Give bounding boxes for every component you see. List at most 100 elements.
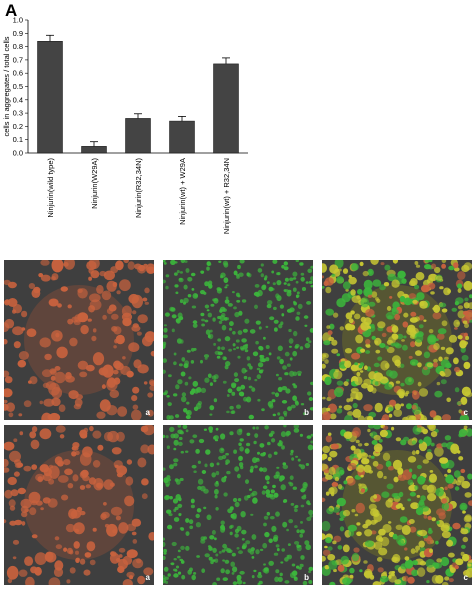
cell <box>252 426 256 430</box>
cell <box>271 525 277 532</box>
cell <box>275 471 280 477</box>
cell <box>177 571 182 575</box>
cell <box>170 260 176 265</box>
cell <box>211 530 216 535</box>
cell <box>409 526 417 533</box>
cell <box>449 566 456 573</box>
cell <box>460 468 466 474</box>
cell <box>150 350 154 357</box>
cell <box>326 325 331 329</box>
cell <box>418 388 429 397</box>
cell <box>463 361 471 370</box>
cell <box>109 482 115 487</box>
cell <box>4 399 8 404</box>
cell <box>264 475 270 481</box>
cell <box>336 408 343 414</box>
cell <box>287 289 292 293</box>
cell <box>455 558 464 566</box>
cell <box>216 355 221 359</box>
cell <box>168 513 173 517</box>
cell <box>259 369 264 374</box>
cell <box>394 403 401 410</box>
cell <box>89 559 96 566</box>
cell <box>391 325 399 333</box>
cell <box>173 568 177 572</box>
cell <box>232 581 238 585</box>
cell <box>388 574 392 579</box>
cell <box>304 540 310 546</box>
cell <box>285 388 291 394</box>
cell <box>23 465 32 472</box>
cell <box>13 471 20 477</box>
cell <box>249 549 255 555</box>
cell <box>273 534 279 540</box>
cell <box>179 477 184 482</box>
cell <box>422 459 429 464</box>
cell <box>206 514 212 521</box>
cell <box>252 497 258 504</box>
cell <box>89 293 101 303</box>
cell <box>143 567 154 576</box>
cell <box>440 346 446 350</box>
cell <box>444 435 452 441</box>
cell <box>230 524 234 528</box>
cell <box>329 581 336 585</box>
cell <box>238 272 244 277</box>
cell <box>360 348 366 353</box>
cell <box>296 529 300 534</box>
cell <box>307 444 313 451</box>
cell <box>368 301 376 307</box>
cell <box>360 488 366 493</box>
cell <box>441 581 449 585</box>
cell <box>67 483 74 489</box>
cell <box>382 524 392 533</box>
cell <box>92 352 105 366</box>
cell <box>225 462 228 465</box>
cell <box>74 528 80 533</box>
cell <box>257 268 263 273</box>
cell <box>61 494 69 501</box>
cell <box>284 580 290 584</box>
cell <box>396 390 405 396</box>
cell <box>174 478 179 482</box>
cell <box>415 545 421 551</box>
cell <box>181 574 186 580</box>
cell <box>387 497 394 503</box>
cell <box>163 334 168 339</box>
cell <box>339 526 345 532</box>
cell <box>415 350 422 356</box>
cell <box>355 334 364 344</box>
cell <box>48 298 59 307</box>
cell <box>210 303 215 307</box>
cell <box>251 556 255 559</box>
cell <box>268 538 273 544</box>
cell <box>262 542 268 549</box>
cell <box>254 378 258 382</box>
cell <box>281 313 285 317</box>
cell <box>185 450 189 453</box>
cell <box>348 324 356 331</box>
cell <box>65 523 75 533</box>
micrograph-sublabel: a <box>145 408 150 417</box>
cell <box>357 415 365 420</box>
cell <box>165 274 170 278</box>
cell <box>392 459 403 470</box>
cell <box>87 318 92 322</box>
cell <box>173 315 176 318</box>
cell <box>271 391 276 395</box>
cell <box>322 497 326 502</box>
cell <box>30 439 40 450</box>
cell <box>66 579 71 584</box>
cell <box>89 299 102 311</box>
cell <box>347 524 357 532</box>
cell <box>29 507 37 516</box>
cell <box>178 436 183 441</box>
cell <box>432 362 438 368</box>
cell <box>132 539 138 544</box>
cell <box>294 345 299 349</box>
cell <box>397 270 406 279</box>
cell <box>19 431 24 436</box>
cell <box>410 311 417 317</box>
cell <box>29 431 37 439</box>
cell <box>163 358 167 363</box>
